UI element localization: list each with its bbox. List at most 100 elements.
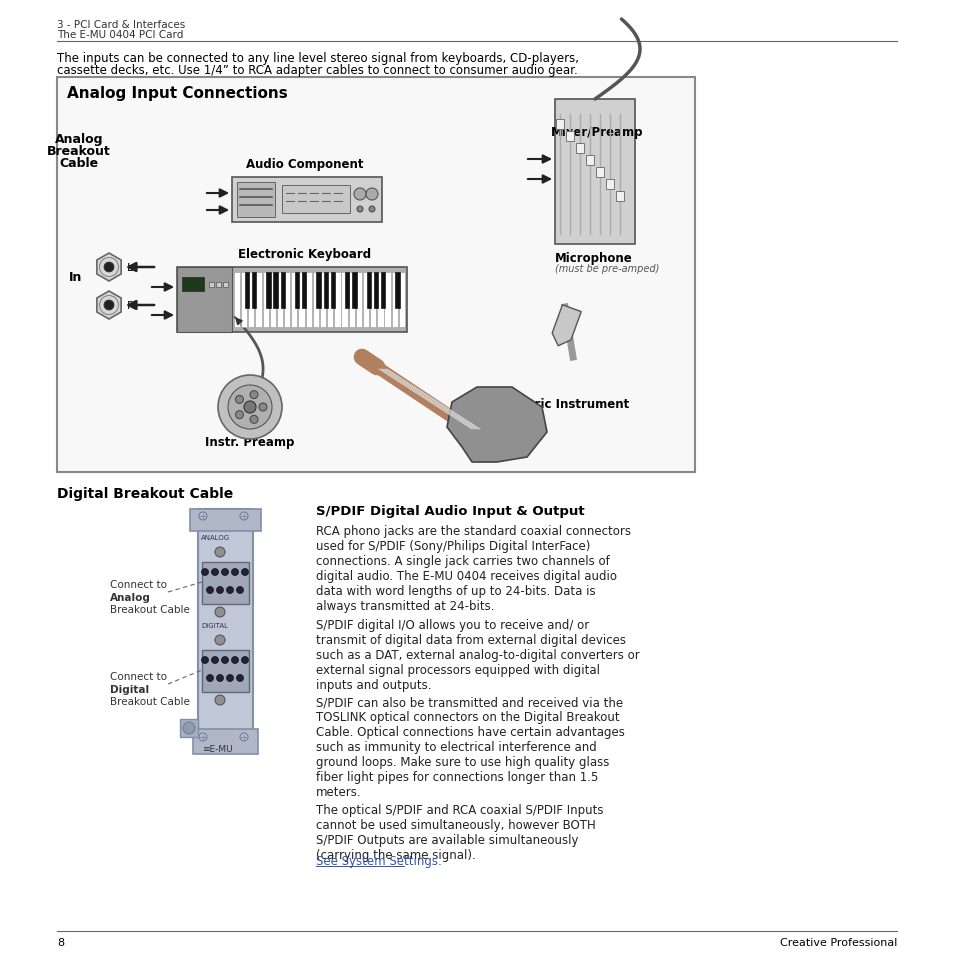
Bar — [370, 273, 375, 328]
Bar — [366, 273, 371, 309]
Circle shape — [235, 411, 243, 419]
Text: ≡E-MU: ≡E-MU — [202, 744, 233, 753]
Bar — [565, 132, 574, 142]
Bar — [313, 273, 318, 328]
Text: Mixer/Preamp: Mixer/Preamp — [550, 126, 642, 139]
Text: The E-MU 0404 PCI Card: The E-MU 0404 PCI Card — [57, 30, 183, 40]
Circle shape — [104, 263, 113, 273]
Circle shape — [232, 657, 238, 664]
Bar — [319, 273, 326, 328]
Circle shape — [206, 675, 213, 681]
Bar — [576, 144, 583, 153]
Circle shape — [236, 587, 243, 594]
Bar — [302, 273, 306, 309]
Bar — [395, 273, 399, 309]
Bar — [252, 273, 256, 309]
Text: Electronic Keyboard: Electronic Keyboard — [238, 248, 371, 261]
Circle shape — [221, 569, 229, 576]
Circle shape — [214, 607, 225, 618]
Text: Cable: Cable — [59, 157, 98, 170]
Bar — [248, 273, 254, 328]
Bar — [352, 273, 356, 309]
Circle shape — [183, 722, 194, 734]
Circle shape — [216, 675, 223, 681]
Bar — [384, 273, 391, 328]
Bar — [270, 273, 275, 328]
Text: Analog: Analog — [110, 593, 151, 602]
Bar — [327, 273, 333, 328]
Bar — [331, 273, 335, 309]
Polygon shape — [552, 306, 580, 347]
Bar — [245, 273, 249, 309]
Bar — [274, 273, 277, 309]
Circle shape — [212, 657, 218, 664]
Bar — [555, 100, 635, 245]
Circle shape — [214, 696, 225, 705]
Text: The inputs can be connected to any line level stereo signal from keyboards, CD-p: The inputs can be connected to any line … — [57, 52, 578, 65]
Text: Digital: Digital — [110, 684, 149, 695]
Bar — [380, 273, 385, 309]
Text: S/PDIF digital I/O allows you to receive and/ or
transmit of digital data from e: S/PDIF digital I/O allows you to receive… — [315, 618, 639, 691]
Bar — [616, 192, 623, 202]
Bar — [348, 273, 355, 328]
Text: Electric Instrument: Electric Instrument — [501, 397, 629, 411]
Circle shape — [354, 189, 366, 201]
Circle shape — [199, 733, 207, 741]
Circle shape — [240, 513, 248, 520]
Bar — [180, 720, 198, 738]
Text: 8: 8 — [57, 937, 64, 947]
Bar — [209, 283, 213, 288]
Text: Analog: Analog — [54, 132, 103, 146]
Bar — [215, 283, 221, 288]
Bar — [282, 186, 350, 213]
Circle shape — [199, 513, 207, 520]
Bar — [266, 273, 271, 309]
Text: Breakout Cable: Breakout Cable — [110, 604, 190, 615]
Bar — [341, 273, 347, 328]
Bar — [305, 273, 312, 328]
Text: Audio Component: Audio Component — [246, 158, 363, 171]
Circle shape — [226, 587, 233, 594]
Circle shape — [214, 547, 225, 558]
Circle shape — [214, 636, 225, 645]
Polygon shape — [447, 388, 546, 462]
Circle shape — [218, 375, 282, 439]
Circle shape — [212, 569, 218, 576]
Circle shape — [216, 587, 223, 594]
Circle shape — [250, 416, 257, 424]
Polygon shape — [97, 253, 121, 282]
Bar — [232, 178, 381, 223]
Circle shape — [240, 733, 248, 741]
Text: DIGITAL: DIGITAL — [201, 622, 228, 628]
Text: (must be pre-amped): (must be pre-amped) — [555, 264, 659, 274]
Bar — [255, 273, 261, 328]
Circle shape — [201, 569, 209, 576]
Bar — [202, 650, 249, 692]
Bar — [276, 273, 283, 328]
Bar — [377, 273, 383, 328]
Text: Connect to: Connect to — [110, 671, 167, 681]
Bar — [398, 273, 405, 328]
Circle shape — [236, 675, 243, 681]
Bar — [316, 273, 320, 309]
Text: ANALOG: ANALOG — [201, 535, 230, 540]
Bar — [294, 273, 299, 309]
Text: Instr. Preamp: Instr. Preamp — [205, 436, 294, 449]
Circle shape — [221, 657, 229, 664]
Bar — [202, 562, 249, 604]
Bar — [177, 268, 232, 333]
Text: L: L — [127, 263, 133, 273]
Bar — [605, 180, 614, 190]
Bar — [241, 273, 247, 328]
Bar — [291, 273, 297, 328]
Circle shape — [258, 403, 267, 412]
Circle shape — [356, 207, 363, 213]
Text: In: In — [69, 271, 82, 284]
Circle shape — [104, 301, 113, 311]
Bar — [334, 273, 340, 328]
Circle shape — [226, 675, 233, 681]
Text: RCA phono jacks are the standard coaxial connectors
used for S/PDIF (Sony/Philip: RCA phono jacks are the standard coaxial… — [315, 524, 630, 613]
Text: Connect to: Connect to — [110, 579, 167, 589]
Circle shape — [241, 657, 248, 664]
Bar — [596, 168, 603, 178]
